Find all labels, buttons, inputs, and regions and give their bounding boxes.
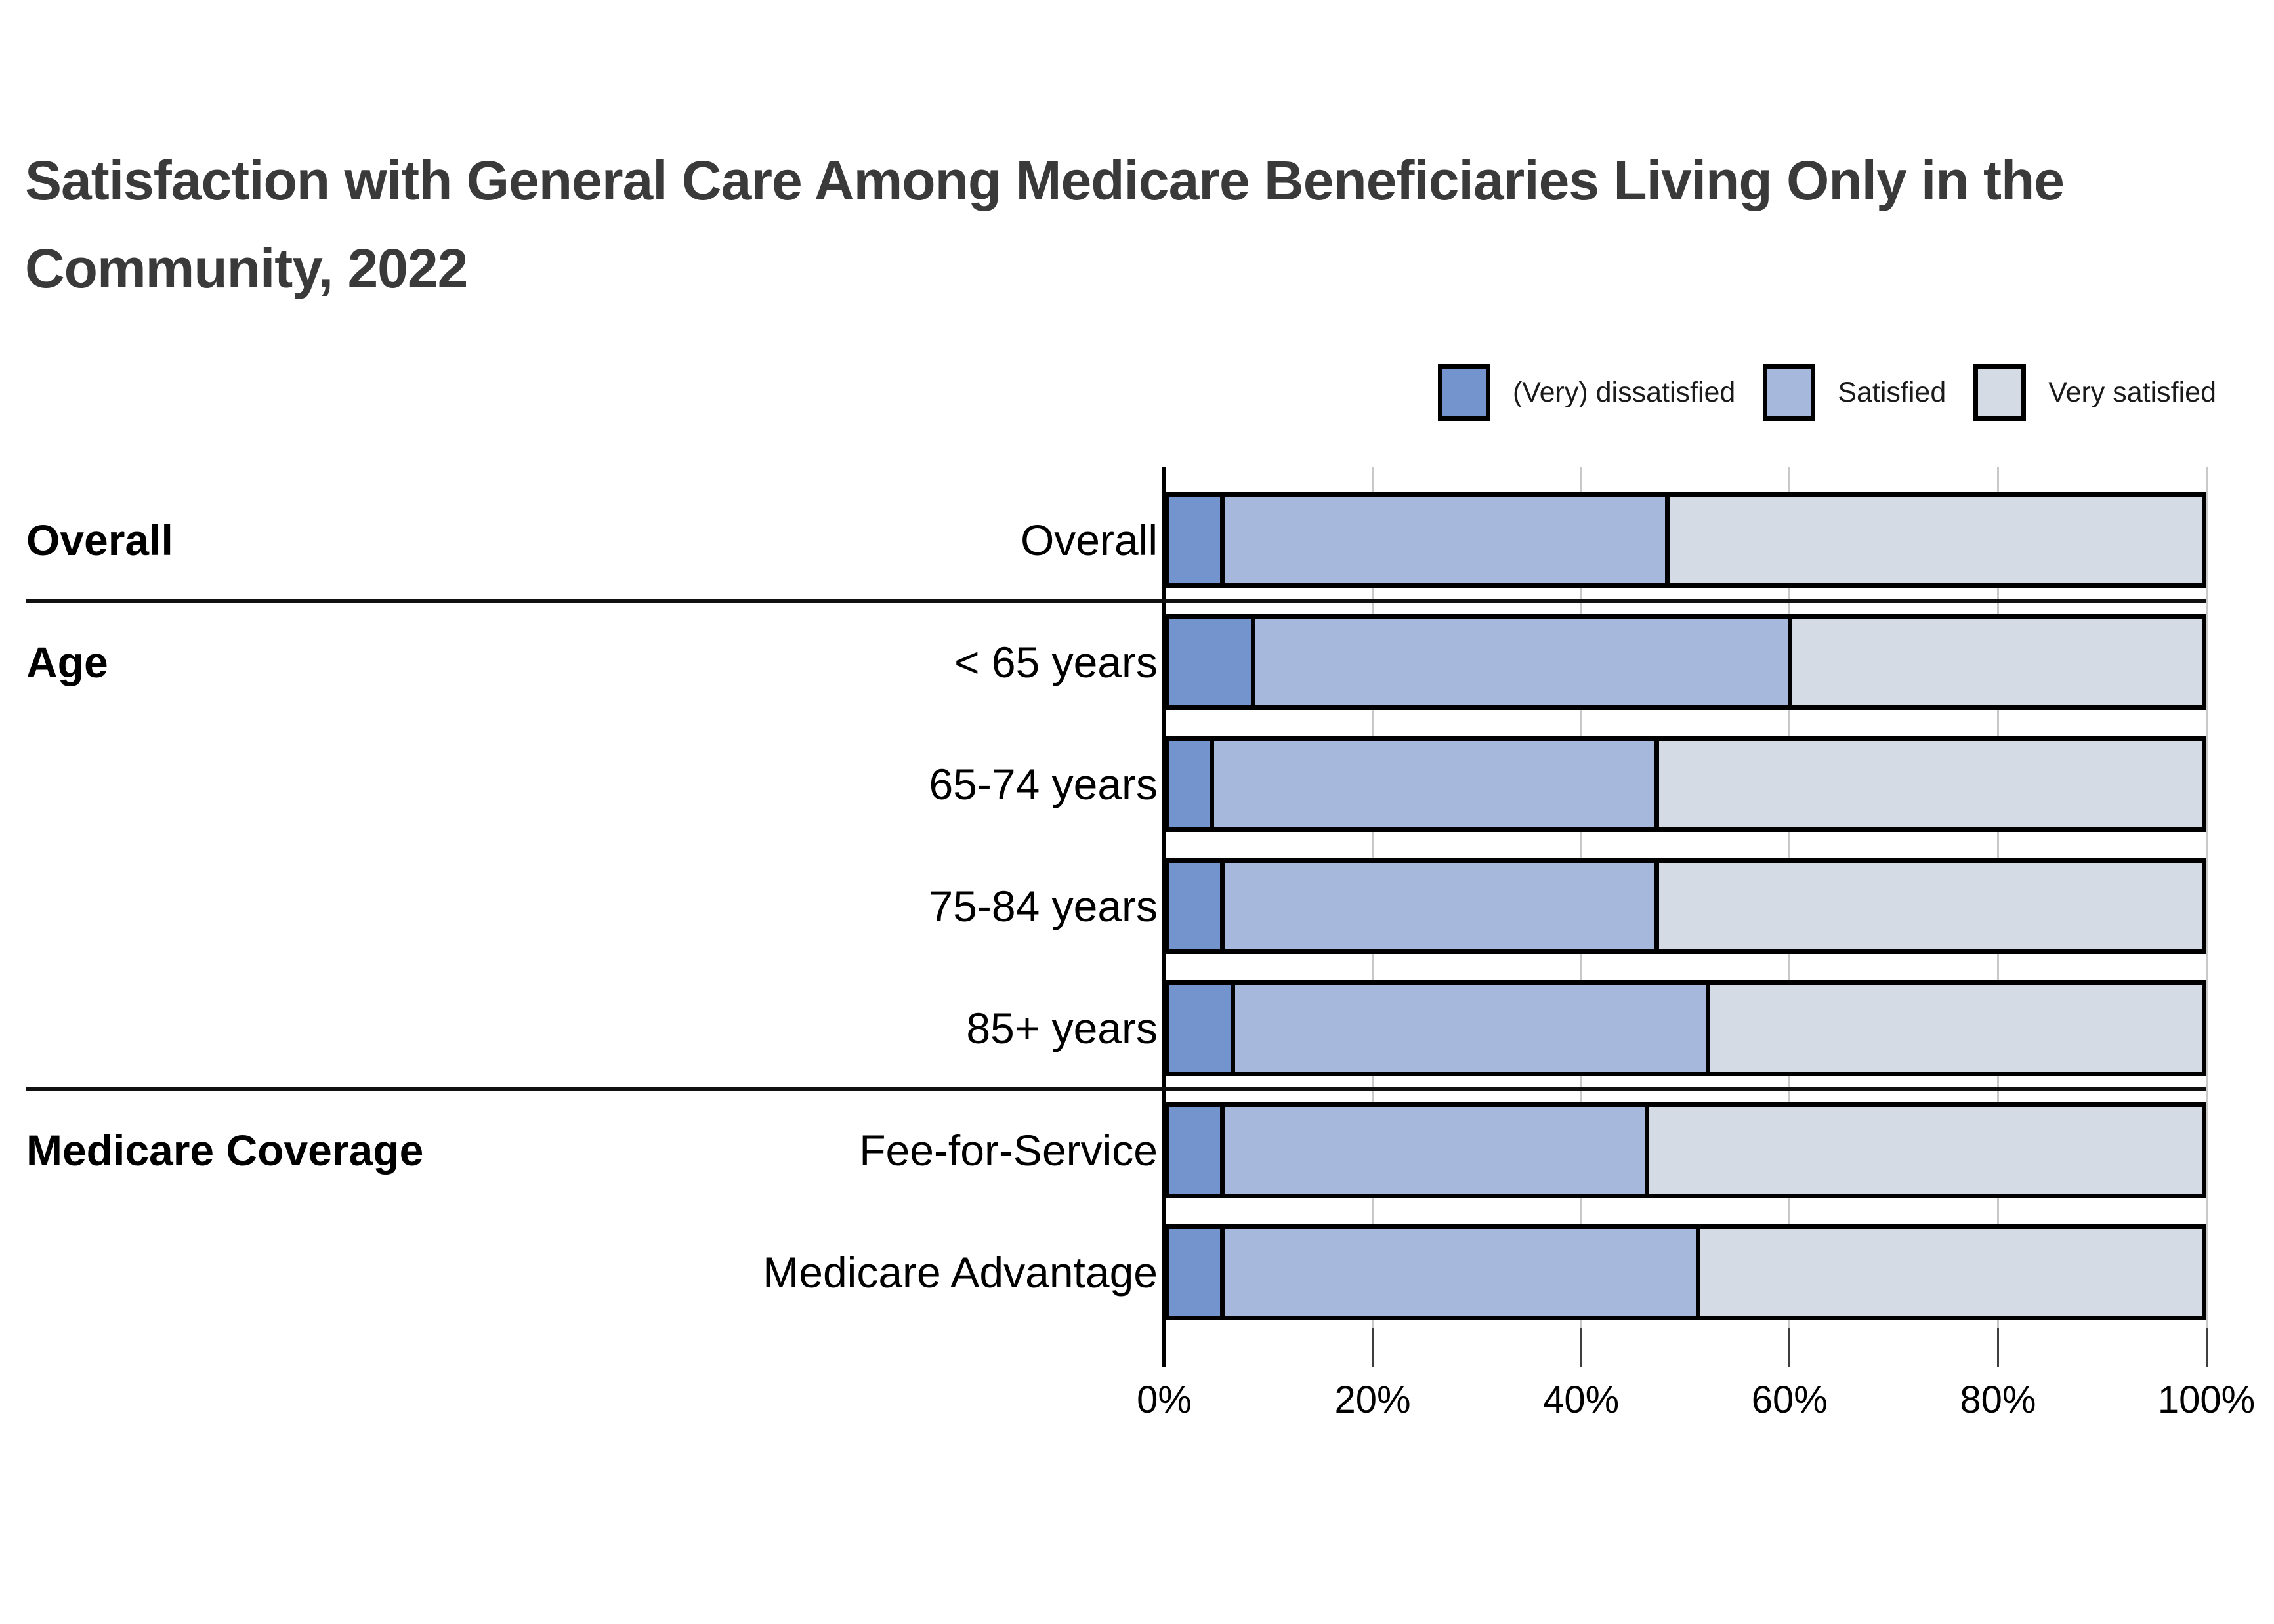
stacked-bar-medicare-advantage: [1164, 1224, 2206, 1320]
bar-segment-very-satisfied: [1659, 863, 2202, 949]
bar-segment-satisfied: [1225, 1229, 1700, 1316]
group-label-medicare-coverage: Medicare Coverage: [26, 1126, 424, 1175]
bar-segment-very-satisfied: [1710, 985, 2202, 1072]
row-label-75-84-years: 75-84 years: [929, 882, 1158, 930]
x-axis-tick-label: 100%: [2157, 1379, 2256, 1421]
x-axis-tick: [1580, 1328, 1582, 1367]
bar-segment-very-dissatisfied: [1169, 1107, 1225, 1194]
bar-segment-very-satisfied: [1792, 619, 2202, 705]
bar-segment-very-dissatisfied: [1169, 1229, 1225, 1316]
bar-segment-satisfied: [1225, 863, 1660, 949]
legend-label: Satisfied: [1838, 376, 1947, 408]
x-axis-tick: [1372, 1328, 1374, 1367]
stacked-bar-65-years: [1164, 614, 2206, 710]
bar-segment-satisfied: [1255, 619, 1792, 705]
x-axis-tick-label: 80%: [1960, 1379, 2036, 1421]
bar-segment-very-dissatisfied: [1169, 619, 1255, 705]
stacked-bar-85-years: [1164, 980, 2206, 1076]
bar-segment-very-dissatisfied: [1169, 985, 1235, 1072]
x-axis-tick-label: 20%: [1334, 1379, 1411, 1421]
row-label-85-years: 85+ years: [966, 1004, 1158, 1052]
stacked-bar-overall: [1164, 492, 2206, 588]
bar-segment-satisfied: [1214, 741, 1660, 827]
group-separator-line: [26, 599, 2206, 603]
legend-item-dissatisfied: (Very) dissatisfied: [1437, 364, 1736, 421]
bar-segment-satisfied: [1225, 1107, 1649, 1194]
bar-segment-very-dissatisfied: [1169, 863, 1225, 949]
row-label-65-74-years: 65-74 years: [929, 760, 1158, 808]
legend: (Very) dissatisfied Satisfied Very satis…: [1437, 362, 2216, 423]
bar-segment-satisfied: [1234, 985, 1711, 1072]
x-axis-tick: [2205, 1328, 2208, 1367]
row-label-65-years: < 65 years: [954, 638, 1158, 686]
row-label-overall: Overall: [1020, 516, 1158, 564]
group-label-age: Age: [26, 638, 108, 686]
legend-item-very-satisfied: Very satisfied: [1973, 364, 2216, 421]
x-axis-tick-label: 0%: [1137, 1379, 1192, 1421]
legend-swatch-dissatisfied: [1437, 364, 1490, 421]
legend-label: Very satisfied: [2048, 376, 2216, 408]
row-label-fee-for-service: Fee-for-Service: [859, 1126, 1158, 1175]
group-label-overall: Overall: [26, 516, 173, 564]
x-axis-tick: [1788, 1328, 1791, 1367]
x-axis-tick: [1996, 1328, 1999, 1367]
x-axis-tick-label: 40%: [1543, 1379, 1620, 1421]
bar-segment-very-satisfied: [1649, 1107, 2202, 1194]
stacked-bar-fee-for-service: [1164, 1102, 2206, 1198]
gridline: [2205, 467, 2208, 1328]
row-label-medicare-advantage: Medicare Advantage: [763, 1248, 1158, 1297]
bar-segment-very-satisfied: [1669, 497, 2202, 583]
legend-item-satisfied: Satisfied: [1763, 364, 1946, 421]
chart-title-line-1: Satisfaction with General Care Among Med…: [25, 150, 2065, 211]
bar-segment-very-satisfied: [1700, 1229, 2202, 1316]
chart-title-line-2: Community, 2022: [25, 238, 468, 300]
chart-title: Satisfaction with General Care Among Med…: [25, 136, 2065, 313]
legend-swatch-very-satisfied: [1973, 364, 2027, 421]
bar-segment-satisfied: [1225, 497, 1670, 583]
bar-segment-very-dissatisfied: [1169, 741, 1215, 827]
legend-swatch-satisfied: [1763, 364, 1816, 421]
legend-label: (Very) dissatisfied: [1512, 376, 1736, 408]
stacked-bar-75-84-years: [1164, 858, 2206, 954]
bar-segment-very-satisfied: [1659, 741, 2202, 827]
x-axis-tick-label: 60%: [1751, 1379, 1828, 1421]
stacked-bar-65-74-years: [1164, 736, 2206, 832]
group-separator-line: [26, 1087, 2206, 1091]
bar-segment-very-dissatisfied: [1169, 497, 1225, 583]
